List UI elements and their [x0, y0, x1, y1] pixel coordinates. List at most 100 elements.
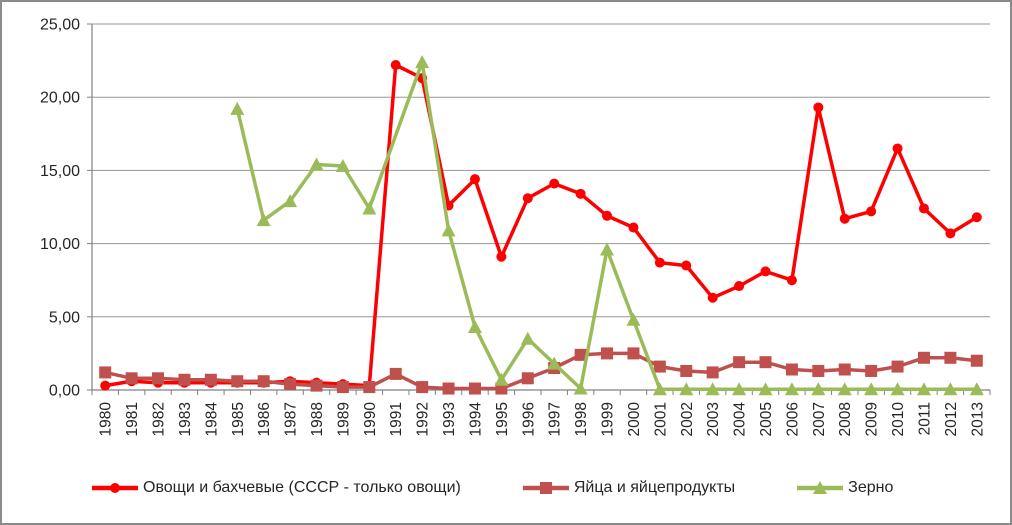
x-tick-label: 1980: [98, 402, 115, 437]
triangle-marker-icon: [256, 213, 271, 227]
triangle-marker-icon: [494, 372, 509, 386]
x-tick-label: 1995: [494, 402, 511, 436]
circle-marker-icon: [892, 143, 903, 154]
square-marker-icon: [706, 366, 719, 379]
triangle-marker-icon: [890, 382, 905, 396]
circle-marker-icon: [866, 206, 877, 217]
x-tick-label: 2001: [652, 402, 669, 436]
triangle-marker-icon: [573, 381, 588, 395]
legend-label: Яйца и яйцепродукты: [573, 479, 736, 496]
triangle-marker-icon: [362, 201, 377, 215]
circle-marker-icon: [575, 188, 586, 199]
y-axis-labels: 0,00 5,00 10,00 15,00 20,00 25,00: [40, 17, 80, 400]
triangle-marker-icon: [652, 382, 667, 396]
triangle-marker-icon: [784, 382, 799, 396]
x-tick-label: 2013: [969, 402, 986, 436]
square-marker-icon: [468, 382, 481, 395]
triangle-marker-icon: [864, 382, 879, 396]
triangle-marker-icon: [309, 157, 324, 171]
y-tick-label: 15,00: [40, 163, 80, 180]
axes: [91, 24, 991, 395]
x-tick-label: 1981: [124, 402, 141, 436]
y-tick-label: 25,00: [40, 17, 80, 34]
circle-marker-icon: [496, 251, 507, 262]
x-tick-label: 1985: [230, 402, 247, 436]
square-marker-icon: [336, 381, 349, 394]
triangle-marker-icon: [230, 101, 245, 115]
triangle-marker-icon: [335, 159, 350, 173]
x-tick-label: 1983: [177, 402, 194, 436]
x-tick-label: 1997: [547, 402, 564, 436]
x-tick-label: 2002: [679, 402, 696, 436]
triangle-marker-icon: [626, 312, 641, 326]
x-tick-label: 2011: [916, 402, 933, 435]
x-tick-label: 1994: [467, 402, 484, 437]
y-tick-label: 20,00: [40, 90, 80, 107]
square-marker-icon: [416, 381, 429, 394]
square-marker-icon: [231, 375, 244, 388]
circle-marker-icon: [522, 193, 533, 204]
legend-item-vegetables: Овощи и бахчевые (СССР - только овощи): [90, 479, 461, 497]
x-tick-label: 2004: [732, 402, 749, 437]
triangle-marker-icon: [813, 481, 828, 494]
square-marker-icon: [152, 372, 165, 385]
x-tick-label: 1996: [520, 402, 537, 436]
x-tick-label: 2003: [705, 402, 722, 436]
triangle-marker-icon: [943, 382, 958, 396]
y-tick-label: 0,00: [49, 383, 80, 400]
x-tick-label: 1988: [309, 402, 326, 436]
circle-marker-icon: [707, 292, 718, 303]
square-marker-icon: [838, 363, 851, 376]
x-tick-label: 1984: [203, 402, 220, 437]
square-marker-icon: [601, 347, 614, 360]
triangle-marker-icon: [441, 223, 456, 237]
square-marker-icon: [812, 364, 825, 377]
x-tick-label: 1992: [415, 402, 432, 436]
triangle-marker-icon: [811, 382, 826, 396]
x-tick-label: 1982: [151, 402, 168, 436]
triangle-marker-icon: [600, 242, 615, 256]
triangle-marker-icon: [837, 382, 852, 396]
x-tick-label: 1989: [335, 402, 352, 436]
triangle-marker-icon: [732, 382, 747, 396]
x-tick-label: 2000: [626, 402, 643, 437]
square-marker-icon: [178, 373, 191, 386]
y-tick-label: 5,00: [49, 309, 80, 326]
circle-marker-icon: [602, 210, 613, 221]
x-tick-label: 2007: [811, 402, 828, 436]
circle-marker-icon: [469, 174, 480, 185]
series-grain-line: [235, 60, 979, 392]
square-marker-icon: [363, 381, 376, 394]
legend-item-grain: Зерно: [795, 479, 893, 497]
legend-label: Овощи и бахчевые (СССР - только овощи): [143, 479, 461, 496]
series-grain: [230, 55, 984, 396]
legend-item-eggs: Яйца и яйцепродукты: [521, 479, 735, 497]
square-marker-icon: [680, 364, 693, 377]
square-marker-icon: [125, 372, 138, 385]
square-marker-icon: [917, 351, 930, 364]
square-legend-marker-icon: [522, 482, 569, 494]
circle-marker-icon: [918, 203, 929, 214]
x-tick-label: 1986: [256, 402, 273, 436]
square-marker-icon: [944, 351, 957, 364]
triangle-legend-marker-icon: [797, 481, 844, 494]
square-marker-icon: [389, 367, 402, 380]
circle-marker-icon: [390, 59, 401, 70]
circle-legend-marker-icon: [92, 483, 138, 493]
x-tick-label: 1991: [388, 402, 405, 436]
square-marker-icon: [733, 356, 746, 369]
x-tick-label: 1987: [283, 402, 300, 436]
triangle-marker-icon: [758, 382, 773, 396]
x-tick-label: 2009: [864, 402, 881, 436]
triangle-marker-icon: [520, 331, 535, 345]
triangle-marker-icon: [467, 320, 482, 334]
x-tick-label: 1998: [573, 402, 590, 436]
circle-marker-icon: [786, 275, 797, 286]
x-tick-label: 2008: [837, 402, 854, 436]
circle-marker-icon: [100, 380, 111, 391]
square-marker-icon: [521, 372, 534, 385]
legend-label: Зерно: [848, 479, 894, 496]
circle-marker-icon: [945, 228, 956, 239]
x-tick-label: 2006: [784, 402, 801, 436]
